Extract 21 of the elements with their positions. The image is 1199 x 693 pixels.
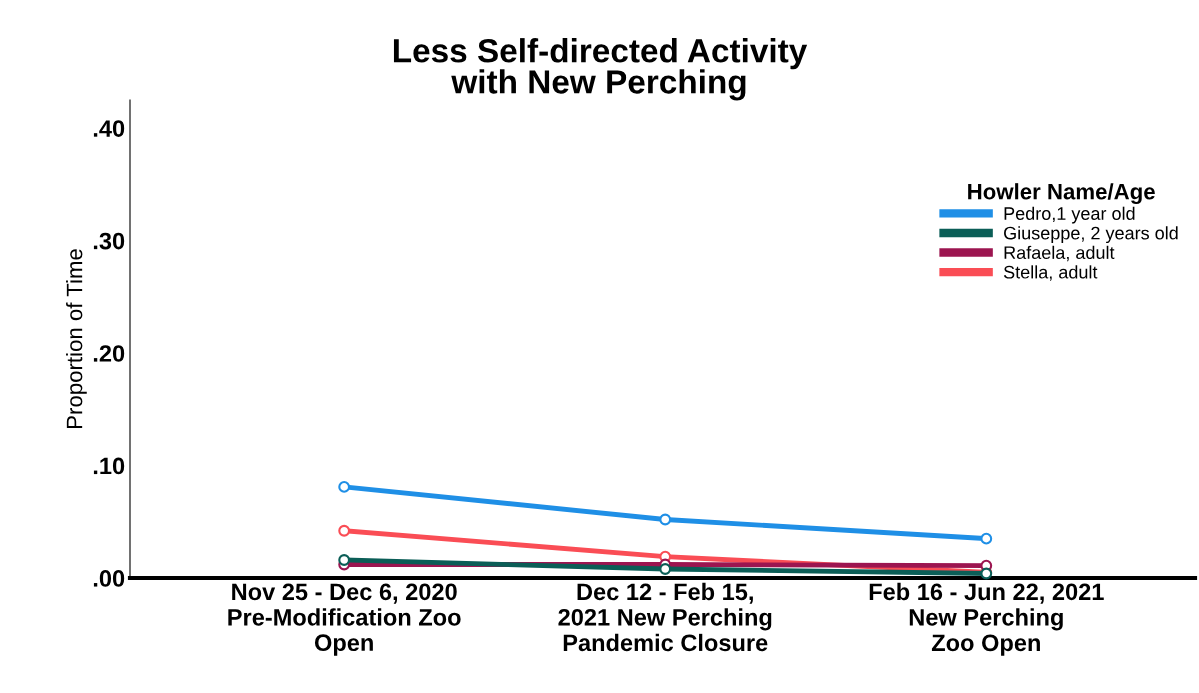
y-tick-label: .00 — [93, 570, 125, 587]
y-tick-label: .10 — [93, 457, 125, 475]
legend-label: Stella, adult — [1003, 265, 1098, 281]
legend-label: Giuseppe, 2 years old — [1004, 226, 1178, 244]
y-axis-title: Proportion of Time — [66, 249, 87, 428]
point — [980, 532, 993, 545]
y-tick-label: .40 — [93, 120, 125, 137]
legend-title: Howler Name/Age — [968, 183, 1155, 204]
y-tick-label: .30 — [93, 232, 125, 250]
x-tick-label: Feb 16 - Jun 22, 2021 New Perching Zoo Open — [869, 582, 1104, 656]
point — [659, 513, 672, 526]
point — [659, 563, 672, 575]
point — [338, 481, 351, 493]
point — [338, 554, 351, 566]
chart-title: Less Self-directed Activity with New Perching — [393, 38, 808, 101]
x-tick-label: Dec 12 - Feb 15, 2021 New Perching Pandemic Closure — [558, 582, 772, 652]
legend-label: Pedro,1 year old — [1004, 206, 1135, 224]
y-tick-label: .20 — [93, 345, 125, 362]
x-tick-label: Nov 25 - Dec 6, 2020 Pre-Modification Zoo Open — [228, 583, 461, 656]
legend-label: Rafaela, adult — [1004, 245, 1115, 262]
point — [338, 524, 351, 537]
